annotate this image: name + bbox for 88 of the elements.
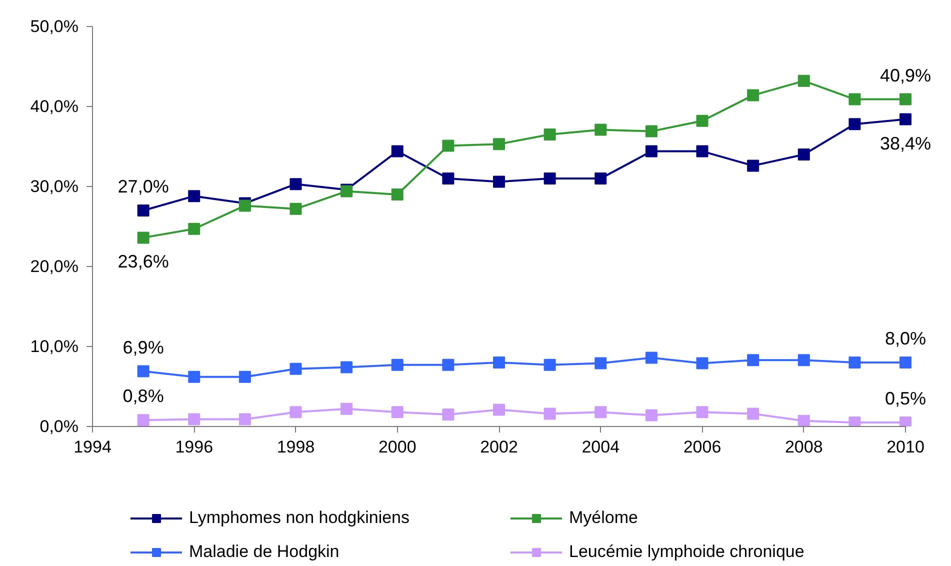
point	[137, 414, 150, 426]
point	[747, 408, 760, 420]
point	[696, 357, 708, 370]
point	[188, 413, 200, 426]
data-label: 6,9%	[122, 337, 164, 358]
point	[747, 160, 760, 172]
point	[137, 204, 150, 216]
data-label: 27,0%	[118, 176, 169, 196]
point	[493, 356, 505, 368]
point	[188, 190, 200, 202]
point	[696, 145, 708, 158]
data-label: 23,6%	[118, 252, 169, 272]
point	[645, 352, 658, 364]
legend-label: Maladie de Hodgkin	[189, 541, 340, 563]
point	[696, 114, 708, 127]
data-label: 0,8%	[122, 386, 164, 406]
point	[747, 89, 760, 102]
point	[493, 176, 505, 188]
point	[696, 406, 708, 418]
point	[340, 402, 353, 415]
point	[798, 414, 810, 426]
y-tick-label: 10,0%	[30, 337, 78, 356]
x-tick-label: 2010	[886, 438, 924, 456]
point	[594, 124, 607, 136]
point	[137, 232, 150, 244]
point	[544, 172, 556, 184]
point	[594, 357, 607, 370]
point	[645, 409, 658, 422]
point	[290, 362, 302, 375]
y-tick-label: 30,0%	[30, 177, 78, 196]
point	[442, 358, 454, 371]
point	[188, 222, 200, 235]
point	[798, 74, 810, 87]
point	[848, 356, 861, 368]
point	[238, 370, 251, 383]
data-label: 40,9%	[880, 65, 932, 86]
point	[848, 416, 861, 426]
point	[594, 406, 607, 418]
point	[290, 178, 302, 190]
point	[238, 413, 251, 426]
point	[493, 404, 505, 416]
x-tick-label: 1996	[175, 438, 214, 456]
x-tick-label: 1998	[276, 438, 315, 456]
point	[645, 145, 658, 158]
point	[290, 202, 302, 215]
x-tick-label: 2006	[683, 438, 722, 456]
point	[900, 113, 912, 126]
y-tick-label: 50,0%	[30, 17, 78, 36]
point	[442, 140, 454, 152]
point	[442, 408, 454, 420]
legend-label: Lymphomes non hodgkiniens	[189, 507, 411, 529]
y-tick-label: 20,0%	[30, 257, 78, 276]
data-label: 38,4%	[880, 133, 932, 154]
point	[391, 145, 404, 158]
point	[238, 200, 251, 212]
point	[493, 138, 505, 150]
point	[798, 354, 810, 366]
x-tick-label: 1994	[74, 438, 112, 456]
point	[391, 406, 404, 418]
point	[848, 93, 861, 106]
point	[900, 93, 912, 106]
legend-label: Leucémie lymphoide chronique	[569, 541, 806, 563]
y-tick-label: 0,0%	[40, 417, 78, 436]
point	[900, 416, 912, 426]
data-label: 8,0%	[884, 328, 926, 348]
point	[900, 356, 912, 368]
point	[798, 148, 810, 160]
point	[340, 361, 353, 374]
point	[848, 118, 861, 130]
point	[594, 172, 607, 184]
point	[645, 125, 658, 138]
point	[544, 408, 556, 420]
point	[188, 370, 200, 383]
point	[391, 188, 404, 200]
point	[544, 358, 556, 371]
x-tick-label: 2002	[480, 438, 518, 456]
point	[137, 365, 150, 378]
x-tick-label: 2004	[582, 438, 620, 456]
x-tick-label: 2008	[784, 438, 823, 456]
point	[544, 128, 556, 140]
data-label: 0,5%	[884, 388, 926, 408]
point	[290, 406, 302, 418]
point	[442, 172, 454, 184]
legend-label: Myélome	[569, 507, 639, 529]
point	[747, 354, 760, 366]
y-tick-label: 40,0%	[30, 97, 78, 116]
point	[391, 358, 404, 371]
x-tick-label: 2000	[378, 438, 416, 456]
